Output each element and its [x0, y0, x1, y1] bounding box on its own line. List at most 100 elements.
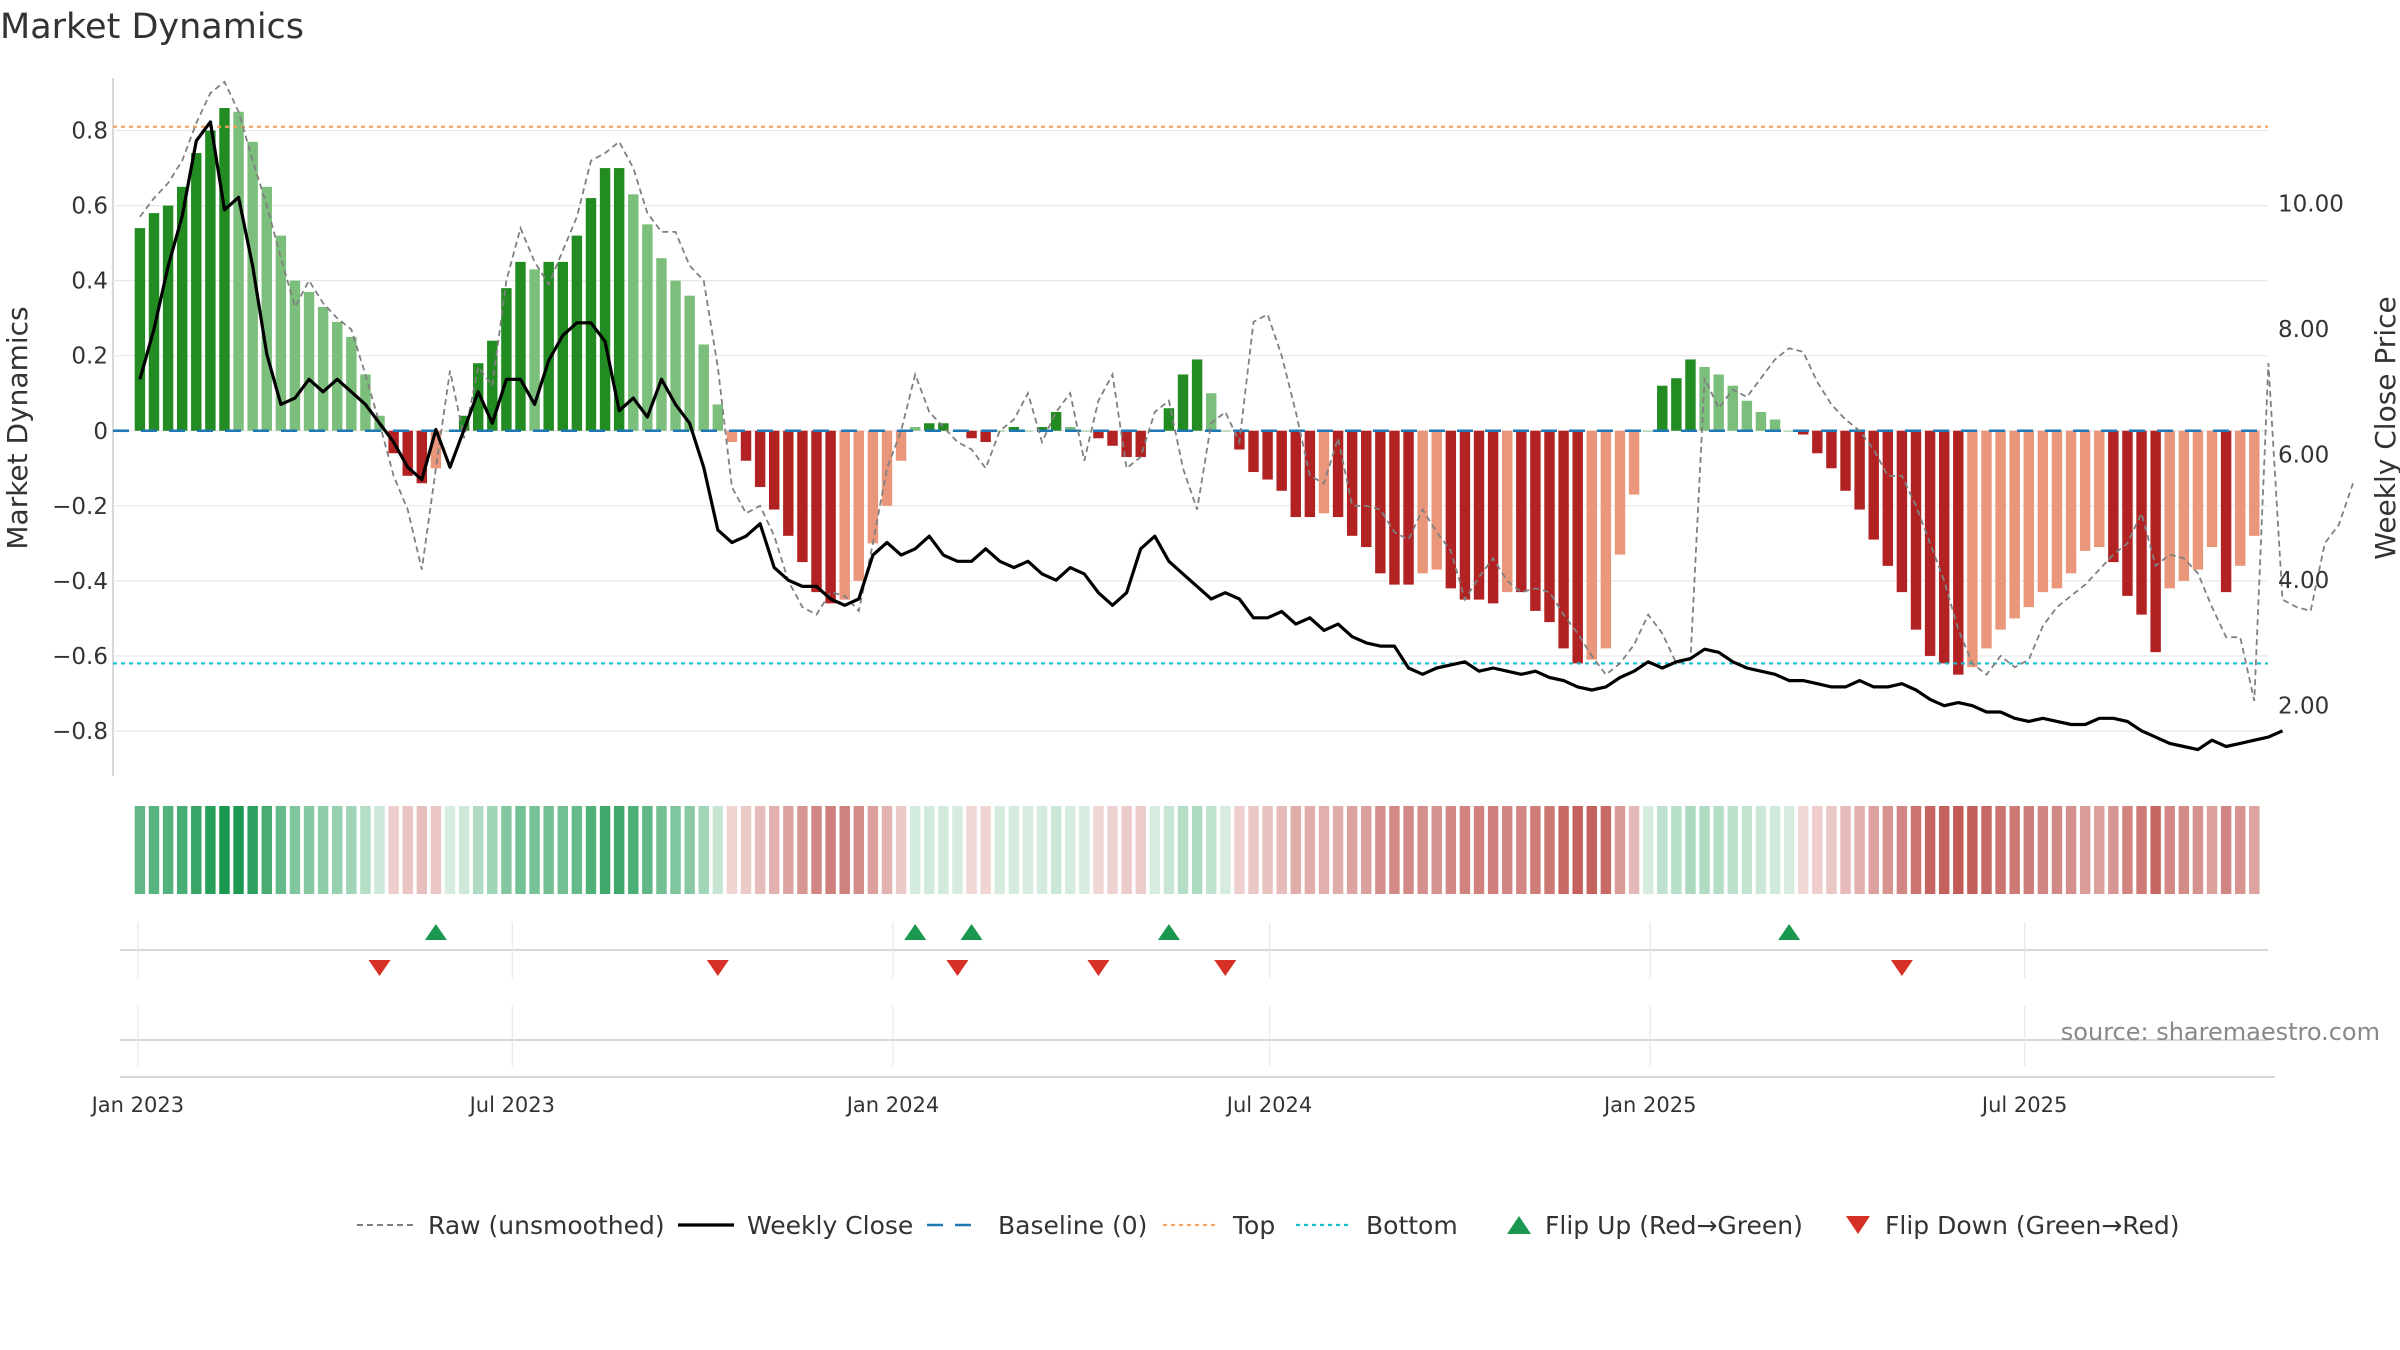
- dynamics-bar: [599, 168, 611, 431]
- heat-cell: [529, 806, 540, 894]
- flip-marker-panel: [120, 922, 2268, 978]
- left-tick-label: −0.2: [52, 494, 108, 520]
- dynamics-bar: [909, 427, 921, 431]
- heat-cell: [895, 806, 907, 894]
- heat-cell: [1995, 806, 2006, 894]
- left-tick-label: 0: [93, 419, 108, 445]
- dynamics-bar: [1262, 430, 1273, 480]
- heat-cell: [1628, 806, 1640, 894]
- dynamics-bar: [1050, 411, 1062, 431]
- heat-cell: [1798, 806, 1809, 894]
- dynamics-bar: [2009, 430, 2020, 619]
- dynamics-bar: [1713, 374, 1724, 431]
- heat-cell: [726, 806, 738, 894]
- dynamics-bar: [1995, 430, 2006, 630]
- chart-title: Market Dynamics: [0, 7, 304, 47]
- heat-cell: [1079, 806, 1090, 894]
- heat-cell: [303, 806, 315, 894]
- dynamics-bar: [2079, 430, 2091, 551]
- dynamics-bar: [839, 430, 850, 600]
- dynamics-bar: [1671, 378, 1682, 431]
- dynamics-bar: [924, 423, 935, 431]
- right-tick-label: 6.00: [2278, 443, 2329, 469]
- dynamics-bar: [233, 111, 244, 431]
- dynamics-bar: [1798, 430, 1809, 435]
- heat-cell: [924, 806, 935, 894]
- heat-cell: [1614, 806, 1626, 894]
- heat-cell: [176, 806, 188, 894]
- dynamics-bar: [2136, 430, 2147, 615]
- heat-cell: [1163, 806, 1175, 894]
- dynamics-bar: [529, 269, 540, 431]
- dynamics-bar: [2150, 430, 2161, 653]
- dynamics-bar: [1276, 430, 1287, 491]
- heat-cell: [811, 806, 822, 894]
- heat-cell: [402, 806, 413, 894]
- dynamics-bar: [1389, 430, 1400, 585]
- heat-cell: [1149, 806, 1161, 894]
- dynamics-bar: [1558, 430, 1569, 649]
- dynamics-bar: [1191, 359, 1203, 431]
- heat-cell: [1896, 806, 1908, 894]
- dynamics-bar: [1967, 430, 1978, 668]
- heat-cell: [1361, 806, 1372, 894]
- heat-cell: [2065, 806, 2077, 894]
- heat-cell: [205, 806, 216, 894]
- heat-cell: [1473, 806, 1485, 894]
- left-tick-label: −0.6: [52, 644, 108, 670]
- dynamics-bar: [1459, 430, 1471, 600]
- heat-cell: [261, 806, 272, 894]
- dynamics-bar: [1008, 427, 1020, 431]
- heat-cell: [1967, 806, 1978, 894]
- heat-cell: [317, 806, 329, 894]
- dynamics-bar: [684, 295, 695, 431]
- heat-cell: [1403, 806, 1414, 894]
- legend-label: Baseline (0): [998, 1211, 1147, 1240]
- dynamics-bar: [1812, 430, 1823, 454]
- heat-cell: [487, 806, 498, 894]
- dynamics-bar: [261, 186, 272, 431]
- heat-cell: [684, 806, 695, 894]
- dynamics-bar: [1685, 359, 1696, 431]
- x-tick-label: Jul 2025: [1980, 1093, 2067, 1117]
- heat-cell: [233, 806, 244, 894]
- dynamics-bar: [416, 430, 428, 484]
- heat-cell: [1121, 806, 1132, 894]
- legend: Raw (unsmoothed) Weekly Close Baseline (0)…: [357, 1211, 2180, 1240]
- dynamics-bar: [853, 430, 865, 581]
- heat-cell: [1022, 806, 1034, 894]
- dynamics-bar: [2192, 430, 2204, 570]
- dynamics-bar: [1586, 430, 1598, 660]
- dynamics-bar: [1769, 419, 1781, 431]
- right-tick-label: 2.00: [2278, 694, 2329, 720]
- heat-cell: [1910, 806, 1922, 894]
- dynamics-bar: [628, 194, 639, 431]
- heat-cell: [430, 806, 442, 894]
- dynamics-bar: [895, 430, 907, 461]
- legend-flip-down-marker: [1846, 1216, 1870, 1234]
- heat-cell: [1502, 806, 1513, 894]
- dynamics-bar: [472, 363, 484, 431]
- heat-cell: [1812, 806, 1823, 894]
- dynamics-bar: [2094, 430, 2105, 548]
- flip-down-marker: [368, 960, 391, 976]
- dynamics-bar: [1882, 430, 1894, 566]
- dynamics-bar: [332, 321, 343, 431]
- heat-cell: [1826, 806, 1837, 894]
- dynamics-bar: [966, 430, 977, 439]
- dynamics-bar: [1332, 430, 1344, 518]
- heat-cell: [881, 806, 893, 894]
- heat-cell: [1642, 806, 1654, 894]
- heat-cell: [557, 806, 568, 894]
- heat-cell: [1262, 806, 1273, 894]
- reference-lines: [113, 125, 2268, 665]
- heat-cell: [1783, 806, 1795, 894]
- left-tick-label: 0.8: [71, 119, 108, 145]
- dynamics-bar: [515, 261, 526, 431]
- heat-cell: [1586, 806, 1598, 894]
- right-axis-label: Weekly Close Price: [2369, 296, 2400, 559]
- dynamics-bar: [571, 235, 583, 431]
- heat-cell: [1332, 806, 1344, 894]
- heat-cell: [1981, 806, 1992, 894]
- heat-cell: [346, 806, 357, 894]
